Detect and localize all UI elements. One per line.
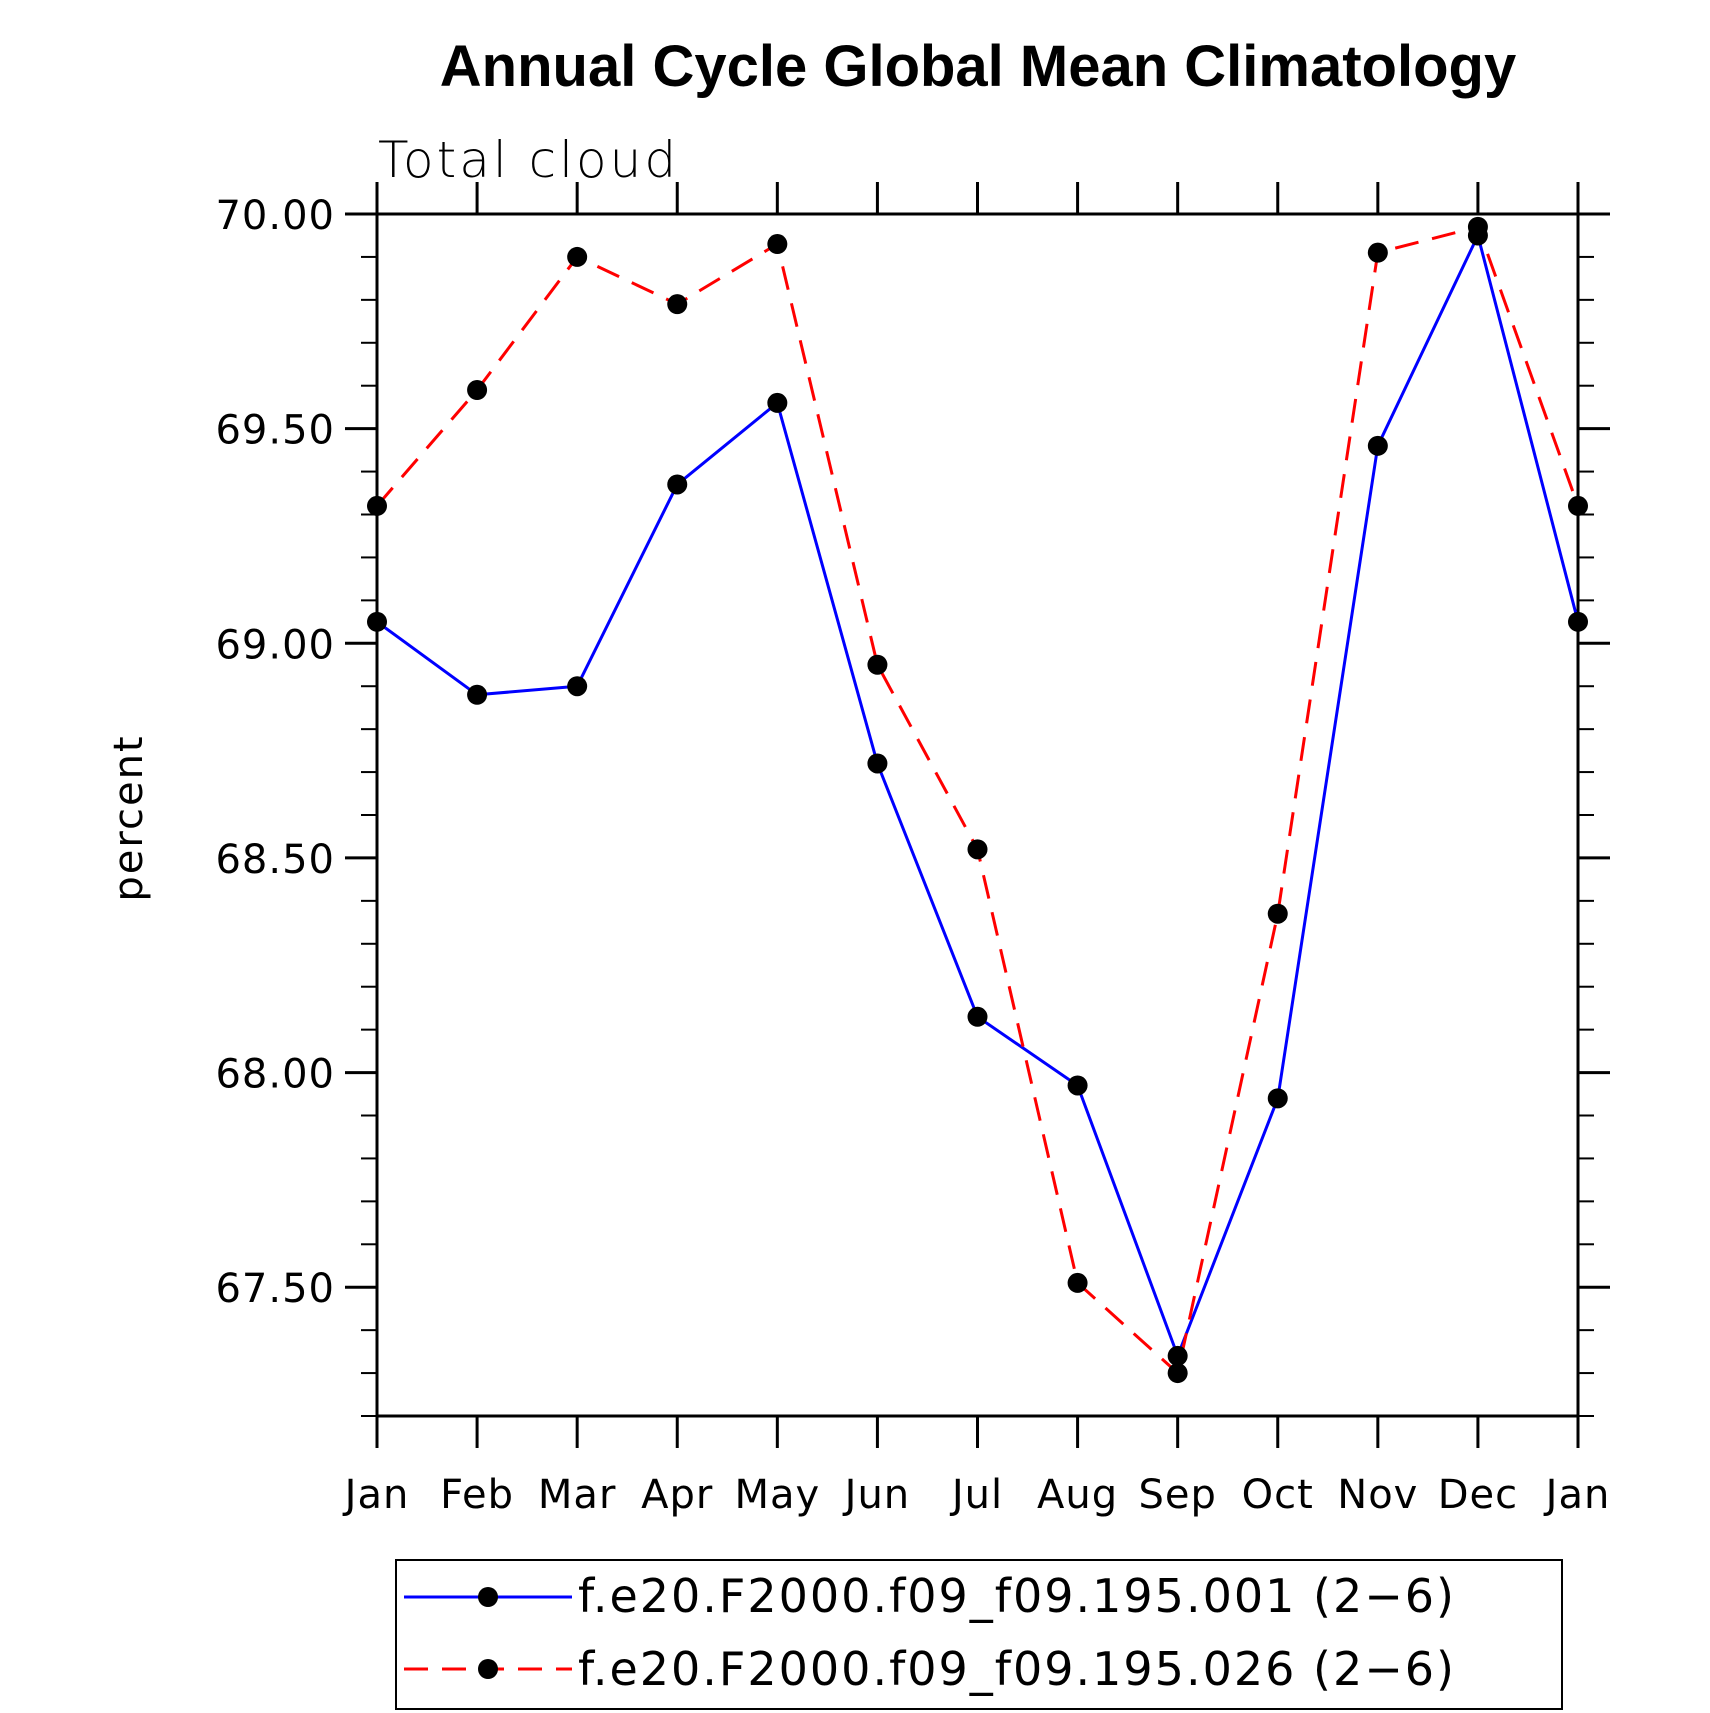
x-tick-label: May bbox=[734, 1472, 820, 1518]
y-axis-label: percent bbox=[106, 734, 152, 901]
x-tick-label: Jun bbox=[842, 1472, 911, 1518]
series-2-point bbox=[1568, 495, 1588, 516]
legend-marker-series-1 bbox=[478, 1587, 498, 1607]
x-tick-label: Oct bbox=[1242, 1472, 1314, 1518]
series-1-point bbox=[1067, 1075, 1088, 1096]
legend-label-series-1: f.e20.F2000.f09_f09.195.001 (2−6) bbox=[578, 1569, 1456, 1623]
x-tick-label: Mar bbox=[538, 1472, 616, 1518]
series-2-point bbox=[1467, 216, 1488, 237]
series-1-point bbox=[467, 684, 488, 705]
legend-marker-series-2 bbox=[478, 1659, 498, 1679]
x-axis-ticks: Jan Feb Mar Apr May Jun Jul Aug Sep Oct Nov Dec Jan bbox=[342, 182, 1611, 1518]
legend: f.e20.F2000.f09_f09.195.001 (2−6) f.e20.… bbox=[395, 1559, 1563, 1710]
plot-axes bbox=[375, 212, 1580, 1418]
series-1-point bbox=[1267, 1088, 1288, 1109]
y-tick-label: 69.00 bbox=[215, 622, 335, 668]
series-2-point bbox=[367, 495, 387, 516]
x-tick-label: Nov bbox=[1337, 1472, 1418, 1518]
series-2-point bbox=[1367, 242, 1388, 263]
y-axis-ticks: 70.00 69.50 69.00 68.50 68.00 67.50 bbox=[215, 193, 1610, 1417]
plot-frame bbox=[375, 212, 1580, 1418]
chart-subtitle: Total cloud bbox=[378, 131, 679, 189]
y-tick-label: 69.50 bbox=[215, 408, 335, 454]
series-1-point bbox=[767, 392, 788, 413]
legend-label-series-2: f.e20.F2000.f09_f09.195.026 (2−6) bbox=[578, 1642, 1456, 1696]
series-2-point bbox=[1167, 1363, 1188, 1384]
series-1-point bbox=[567, 676, 588, 697]
x-tick-label: Sep bbox=[1138, 1472, 1216, 1518]
y-tick-label: 70.00 bbox=[215, 193, 335, 239]
x-tick-label: Jul bbox=[949, 1472, 1003, 1518]
chart-title: Annual Cycle Global Mean Climatology bbox=[440, 34, 1516, 99]
legend-box bbox=[395, 1559, 1563, 1710]
series-2-point bbox=[867, 654, 888, 675]
x-tick-label: Jan bbox=[1543, 1472, 1611, 1518]
series-2-point bbox=[1067, 1272, 1088, 1293]
series-1-point bbox=[367, 611, 387, 632]
series-1-line bbox=[376, 234, 1580, 1358]
series-2-point bbox=[767, 234, 788, 255]
series-1-point bbox=[1568, 611, 1588, 632]
y-tick-label: 68.00 bbox=[215, 1052, 335, 1098]
y-tick-label: 68.50 bbox=[215, 837, 335, 883]
series-1-point bbox=[867, 753, 888, 774]
x-tick-label: Jan bbox=[342, 1472, 410, 1518]
x-tick-label: Feb bbox=[440, 1472, 514, 1518]
series-2-point bbox=[567, 246, 588, 267]
series-2-point bbox=[967, 839, 988, 860]
series-1-point bbox=[1367, 435, 1388, 456]
series-1-point bbox=[667, 474, 688, 495]
series-2-point bbox=[1267, 903, 1288, 924]
x-tick-label: Aug bbox=[1037, 1472, 1118, 1518]
series-layer bbox=[367, 216, 1588, 1384]
series-2-point bbox=[467, 380, 488, 401]
series-2-line bbox=[375, 225, 1580, 1375]
x-tick-label: Apr bbox=[641, 1472, 713, 1518]
series-1-point bbox=[1167, 1345, 1188, 1366]
series-1-point bbox=[967, 1006, 988, 1027]
series-2-point bbox=[667, 294, 688, 315]
x-tick-label: Dec bbox=[1438, 1472, 1518, 1518]
y-tick-label: 67.50 bbox=[215, 1266, 335, 1312]
